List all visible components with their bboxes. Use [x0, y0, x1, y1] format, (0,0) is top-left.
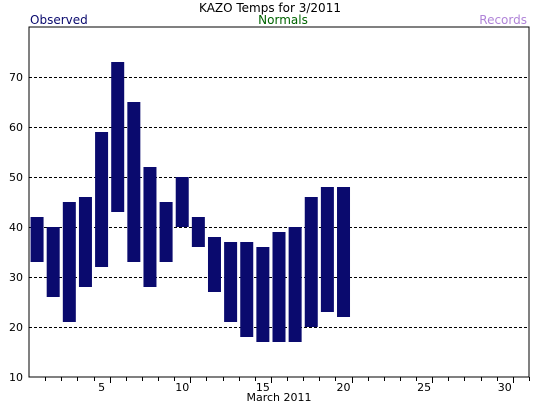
x-axis-label: March 2011 — [246, 391, 311, 404]
y-tick-label-70: 70 — [9, 71, 23, 84]
x-tick-label-15: 15 — [256, 381, 270, 394]
bar-day-20 — [337, 187, 351, 317]
bar-day-16 — [272, 232, 286, 342]
y-tick-label-40: 40 — [9, 221, 23, 234]
bar-day-4 — [78, 197, 92, 287]
y-tick-label-10: 10 — [9, 371, 23, 384]
y-tick-label-30: 30 — [9, 271, 23, 284]
bar-day-1 — [30, 217, 44, 262]
axes: 10 20 30 40 50 60 70 5 10 15 20 25 30 — [9, 71, 530, 394]
x-tick-label-30: 30 — [498, 381, 512, 394]
y-tick-label-60: 60 — [9, 121, 23, 134]
bar-day-5 — [95, 132, 109, 267]
bar-day-12 — [207, 237, 221, 292]
x-tick-label-25: 25 — [417, 381, 431, 394]
bar-day-17 — [288, 227, 302, 342]
bar-day-7 — [127, 102, 141, 262]
bar-day-9 — [159, 202, 173, 262]
x-tick-label-5: 5 — [98, 381, 105, 394]
y-tick-label-20: 20 — [9, 321, 23, 334]
bar-day-11 — [191, 217, 205, 247]
bar-day-3 — [62, 202, 76, 322]
y-tick-label-50: 50 — [9, 171, 23, 184]
bar-day-2 — [46, 227, 60, 297]
bar-day-15 — [256, 247, 270, 342]
chart-title: KAZO Temps for 3/2011 — [199, 1, 341, 15]
bar-day-18 — [304, 197, 318, 327]
bar-day-13 — [224, 242, 238, 322]
legend-records: Records — [479, 13, 527, 27]
legend-normals: Normals — [258, 13, 308, 27]
legend-observed: Observed — [30, 13, 88, 27]
plot-frame — [28, 26, 530, 378]
bar-day-10 — [175, 177, 189, 227]
bar-day-19 — [320, 187, 334, 312]
bar-day-14 — [240, 242, 254, 337]
bar-day-8 — [143, 167, 157, 287]
bar-day-6 — [111, 62, 125, 212]
x-tick-label-20: 20 — [337, 381, 351, 394]
observed-bars — [30, 62, 351, 342]
x-tick-label-10: 10 — [175, 381, 189, 394]
